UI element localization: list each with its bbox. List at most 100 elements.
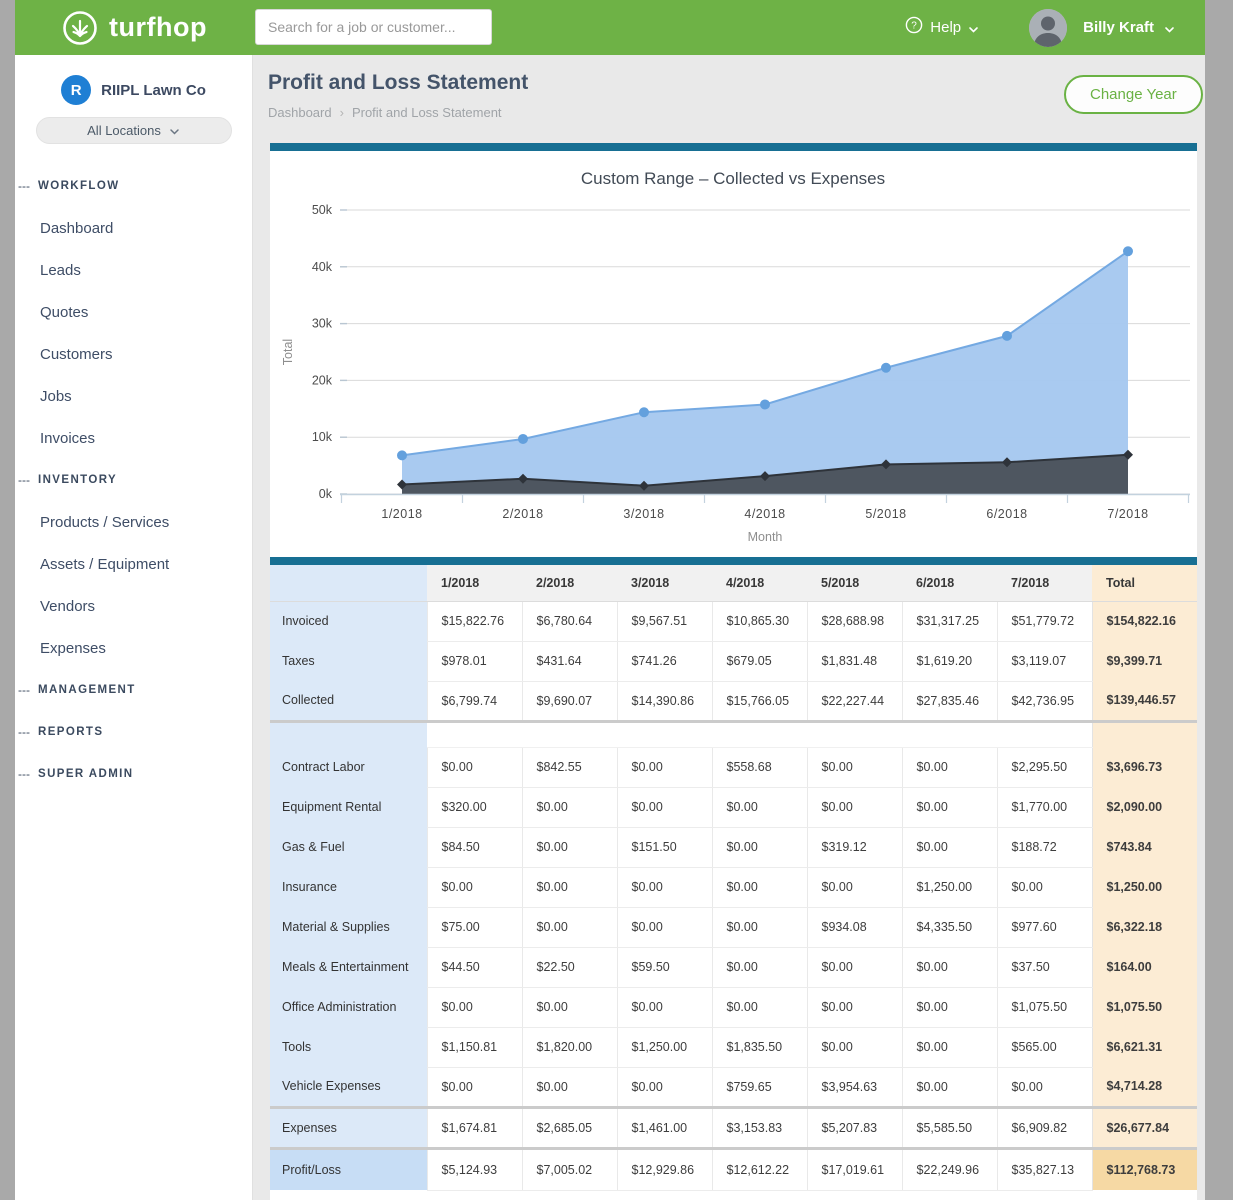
user-avatar[interactable]	[1029, 8, 1068, 47]
sidebar-section-workflow[interactable]: --- WORKFLOW	[15, 165, 252, 207]
table-row-material-supplies: Material & Supplies $75.00 $0.00 $0.00 $0.00…	[270, 907, 1197, 948]
help-label: Help	[930, 19, 962, 36]
change-year-button[interactable]: Change Year	[1064, 75, 1203, 114]
row-label: Contract Labor	[270, 747, 427, 787]
user-name[interactable]: Billy Kraft	[1083, 19, 1154, 36]
spacer-cell	[1091, 719, 1197, 747]
sidebar-item-jobs[interactable]: Jobs	[40, 387, 72, 405]
cell-value: $0.00	[901, 1067, 997, 1108]
sidebar-section-management[interactable]: --- MANAGEMENT	[15, 669, 252, 711]
breadcrumb-current: Profit and Loss Statement	[351, 105, 502, 120]
sidebar-item-assets-equipment[interactable]: Assets / Equipment	[40, 555, 170, 573]
svg-text:2/2018: 2/2018	[502, 507, 543, 521]
cell-total: $2,090.00	[1091, 787, 1197, 827]
cell-value: $5,124.93	[426, 1146, 522, 1191]
cell-total: $6,322.18	[1091, 907, 1197, 947]
cell-total: $743.84	[1091, 827, 1197, 867]
sidebar-item-expenses[interactable]: Expenses	[40, 639, 106, 657]
cell-value: $0.00	[426, 867, 522, 908]
cell-value: $22,249.96	[901, 1146, 997, 1191]
sidebar-section-inventory[interactable]: --- INVENTORY	[15, 459, 252, 501]
grass-logo-icon	[60, 8, 100, 48]
svg-text:Custom Range – Collected vs Ex: Custom Range – Collected vs Expenses	[581, 169, 885, 188]
section-label: MANAGEMENT	[38, 684, 136, 696]
brand-logo[interactable]: turfhop	[60, 8, 207, 48]
cell-value: $27,835.46	[901, 681, 997, 722]
table-row-tools: Tools $1,150.81 $1,820.00 $1,250.00 $1,835.5…	[270, 1027, 1197, 1068]
sidebar-item-customers[interactable]: Customers	[40, 345, 113, 363]
cell-value: $679.05	[711, 641, 807, 682]
sidebar-section-reports[interactable]: --- REPORTS	[15, 711, 252, 753]
row-label: Taxes	[270, 641, 427, 681]
cell-value: $4,335.50	[901, 907, 997, 948]
row-label: Office Administration	[270, 987, 427, 1027]
cell-value: $558.68	[711, 747, 807, 788]
cell-value: $0.00	[996, 1067, 1092, 1108]
cell-value: $0.00	[711, 987, 807, 1028]
svg-text:10k: 10k	[312, 430, 333, 444]
corner-header	[270, 565, 427, 602]
cell-value: $2,295.50	[996, 747, 1092, 788]
search-input[interactable]	[255, 9, 492, 45]
column-header: 4/2018	[712, 565, 807, 602]
cell-value: $3,153.83	[711, 1105, 807, 1149]
cell-value: $28,688.98	[806, 601, 902, 642]
breadcrumb-dashboard[interactable]: Dashboard	[268, 105, 332, 120]
cell-value: $6,909.82	[996, 1105, 1092, 1149]
svg-text:50k: 50k	[312, 203, 333, 217]
svg-text:?: ?	[912, 21, 918, 32]
scrollbar-left[interactable]	[0, 0, 15, 1200]
row-label: Collected	[270, 681, 427, 721]
table-row-equipment-rental: Equipment Rental $320.00 $0.00 $0.00 $0.00 $0…	[270, 787, 1197, 828]
cell-total: $164.00	[1091, 947, 1197, 987]
svg-text:Total: Total	[281, 339, 295, 365]
sidebar-item-products-services[interactable]: Products / Services	[40, 513, 170, 531]
cell-total: $112,768.73	[1091, 1146, 1197, 1190]
row-label: Vehicle Expenses	[270, 1067, 427, 1107]
row-label: Profit/Loss	[270, 1146, 427, 1190]
cell-value: $320.00	[426, 787, 522, 828]
svg-text:3/2018: 3/2018	[623, 507, 664, 521]
cell-value: $0.00	[996, 867, 1092, 908]
help-icon: ?	[905, 16, 923, 39]
cell-value: $31,317.25	[901, 601, 997, 642]
cell-value: $1,820.00	[521, 1027, 617, 1068]
sidebar-section-super-admin[interactable]: --- SUPER ADMIN	[15, 753, 252, 795]
cell-value: $759.65	[711, 1067, 807, 1108]
cell-value: $188.72	[996, 827, 1092, 868]
cell-value: $0.00	[426, 1067, 522, 1108]
scrollbar-right[interactable]	[1205, 0, 1233, 1200]
row-label: Tools	[270, 1027, 427, 1067]
sidebar-item-leads[interactable]: Leads	[40, 261, 81, 279]
sidebar-item-quotes[interactable]: Quotes	[40, 303, 89, 321]
section-dash-icon: ---	[18, 767, 30, 781]
cell-value: $9,690.07	[521, 681, 617, 722]
cell-value: $22,227.44	[806, 681, 902, 722]
spacer-cell	[270, 719, 427, 747]
cell-value: $12,929.86	[616, 1146, 712, 1191]
cell-value: $0.00	[806, 947, 902, 988]
section-dash-icon: ---	[18, 179, 30, 193]
svg-text:20k: 20k	[312, 373, 333, 387]
sidebar-item-invoices[interactable]: Invoices	[40, 429, 96, 447]
page-title: Profit and Loss Statement	[268, 71, 529, 94]
locations-selector[interactable]: All Locations	[35, 117, 232, 144]
cell-value: $0.00	[806, 1027, 902, 1068]
cell-value: $10,865.30	[711, 601, 807, 642]
column-header: 6/2018	[902, 565, 997, 602]
help-menu[interactable]: ? Help	[905, 16, 979, 39]
column-header: 1/2018	[427, 565, 522, 602]
sidebar-item-dashboard[interactable]: Dashboard	[40, 219, 114, 237]
cell-total: $3,696.73	[1091, 747, 1197, 787]
sidebar-item-vendors[interactable]: Vendors	[40, 597, 96, 615]
cell-value: $0.00	[521, 987, 617, 1028]
row-label: Expenses	[270, 1105, 427, 1148]
chevron-down-icon[interactable]	[1164, 22, 1175, 33]
breadcrumb: Dashboard › Profit and Loss Statement	[268, 105, 502, 120]
sidebar-nav: --- WORKFLOW Dashboard Leads Quotes Customers…	[15, 165, 252, 795]
cell-value: $0.00	[711, 867, 807, 908]
section-dash-icon: ---	[18, 725, 30, 739]
cell-value: $0.00	[901, 987, 997, 1028]
cell-value: $3,954.63	[806, 1067, 902, 1108]
column-header: 2/2018	[522, 565, 617, 602]
